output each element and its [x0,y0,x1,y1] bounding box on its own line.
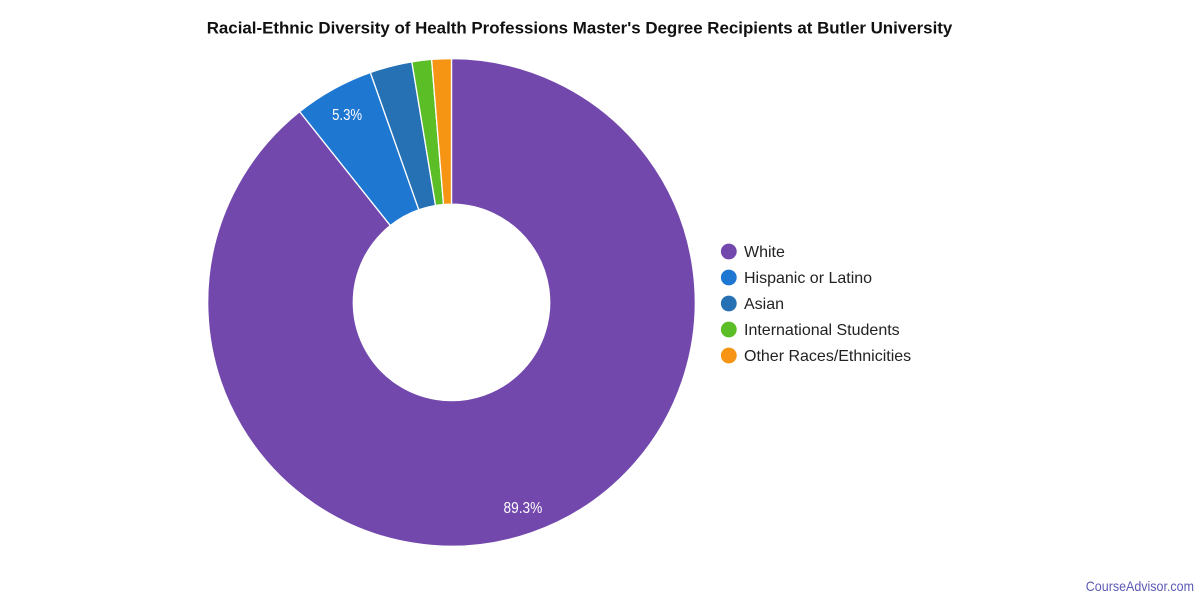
svg-text:5.3%: 5.3% [332,107,362,124]
svg-text:Asian: Asian [744,296,784,313]
svg-text:Hispanic or Latino: Hispanic or Latino [744,270,872,287]
svg-text:CourseAdvisor.com: CourseAdvisor.com [1086,579,1194,594]
svg-text:Other Races/Ethnicities: Other Races/Ethnicities [744,348,911,365]
svg-text:89.3%: 89.3% [504,500,543,517]
svg-text:International Students: International Students [744,322,900,339]
svg-text:Racial-Ethnic Diversity of Hea: Racial-Ethnic Diversity of Health Profes… [207,19,953,38]
svg-text:White: White [744,244,785,261]
